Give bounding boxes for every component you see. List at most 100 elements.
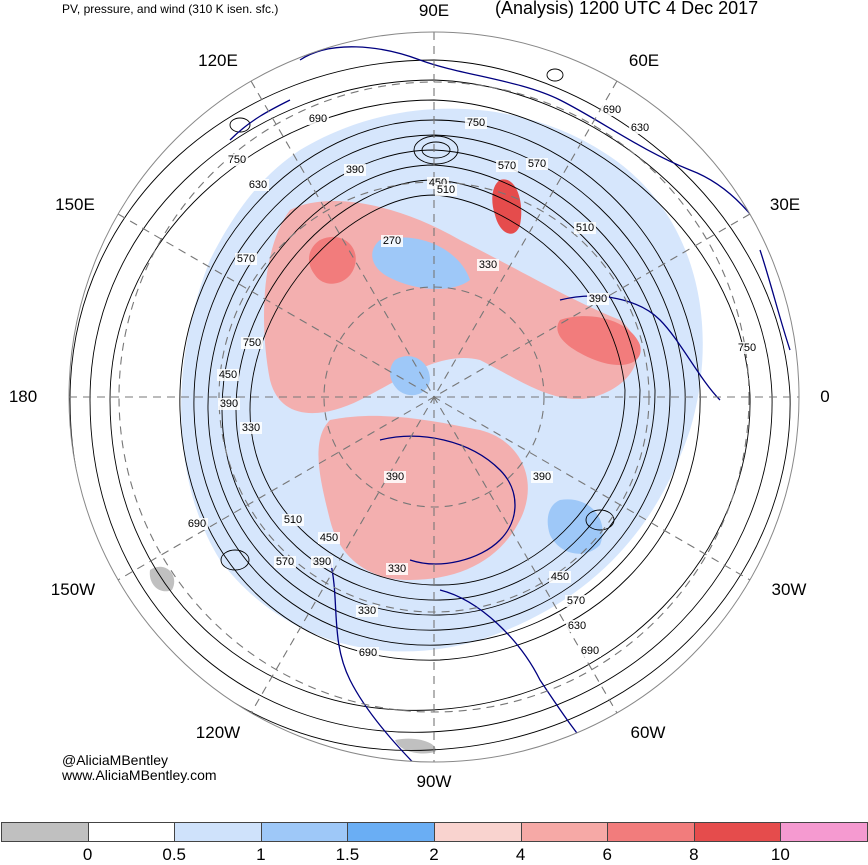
contour-label: 510 (437, 184, 455, 196)
pv-red-core-north (264, 201, 638, 414)
contour-label: 390 (533, 471, 551, 483)
lon-label-90w: 90W (416, 772, 452, 791)
contour-label-bg (531, 471, 553, 483)
contour-label: 510 (284, 514, 302, 526)
contour-label: 390 (220, 398, 238, 410)
contour-label: 690 (188, 518, 206, 530)
credit-handle: @AliciaMBentley (62, 752, 169, 768)
pv-red-strong-3 (492, 179, 522, 234)
contour-label: 270 (383, 235, 401, 247)
colorbar-tick-label: 4 (515, 845, 526, 864)
contour-label: 750 (738, 342, 756, 354)
contour-label-bg (186, 518, 208, 530)
colorbar-swatch (1, 822, 89, 842)
pv-gray-1 (395, 738, 436, 754)
contour-label-bg (526, 158, 548, 170)
contour-label: 330 (479, 259, 497, 271)
contour-label-bg (318, 532, 340, 544)
colorbar-swatch (174, 822, 262, 842)
contour-label-bg (218, 398, 240, 410)
colorbar-tick-label: 1.5 (335, 845, 360, 864)
colorbar-tick-label: 10 (770, 845, 790, 864)
lon-label-0: 0 (820, 387, 830, 406)
contour-label: 390 (346, 164, 364, 176)
contour-label-bg (307, 113, 329, 125)
map-subtitle: PV, pressure, and wind (310 K isen. sfc.… (62, 2, 279, 16)
colorbar-swatch (607, 822, 695, 842)
contour-label: 450 (320, 532, 338, 544)
contour-label-bg (549, 571, 571, 583)
colorbar-tick-label: 0.5 (162, 845, 187, 864)
contour-label: 330 (388, 563, 406, 575)
lon-label-30w: 30W (771, 580, 807, 599)
lon-label-120e: 120E (198, 51, 238, 70)
contour-label-bg (386, 563, 408, 575)
contour-label-bg (217, 369, 239, 381)
contour-label: 630 (249, 179, 267, 191)
contour-label-bg (384, 471, 406, 483)
contour-label: 750 (243, 337, 261, 349)
colorbar-tick-label: 1 (256, 845, 266, 864)
contour-label-bg (235, 253, 257, 265)
colorbar-swatch (520, 822, 609, 842)
contour-label-bg (465, 117, 487, 129)
map-boundary (68, 31, 800, 763)
contour-label: 330 (358, 605, 376, 617)
pv-blue-mid-3 (547, 499, 603, 554)
colorbar-swatch (693, 822, 782, 842)
contour-label: 390 (313, 556, 331, 568)
contour-label: 690 (359, 647, 377, 659)
lon-label-90e: 90E (418, 1, 450, 20)
contour-label: 690 (309, 113, 327, 125)
contour-label: 630 (568, 620, 586, 632)
contour-label-bg (240, 422, 262, 434)
lon-label-30e: 30E (769, 195, 801, 214)
contour-label-bg (311, 556, 333, 568)
colorbar-swatch (87, 822, 176, 842)
lon-label-60w: 60W (630, 723, 666, 742)
pv-blue-mid-2 (390, 356, 430, 396)
colorbar-swatch (434, 822, 522, 842)
lon-label-120w: 120W (195, 723, 241, 742)
pv-red-core-south (318, 415, 528, 580)
contour-label-bg (566, 620, 588, 632)
contour-label: 570 (237, 253, 255, 265)
contour-label-bg (565, 595, 587, 607)
contour-label: 570 (567, 595, 585, 607)
contour-label-bg (357, 647, 379, 659)
credit-website: www.AliciaMBentley.com (62, 767, 217, 783)
contour-label-bg (381, 235, 403, 247)
contour-label-bg (344, 164, 366, 176)
contour-label-bg (435, 184, 457, 196)
contour-label: 690 (581, 645, 599, 657)
pv-blue-mid-1 (372, 237, 470, 290)
colorbar-tick-label: 2 (429, 845, 439, 864)
contour-label: 330 (242, 422, 260, 434)
colorbar-swatch (347, 822, 435, 842)
contour-label-bg (477, 259, 499, 271)
contour-label-layer: 690 750 630 390 450 510 570 570 510 750 630 570 690 2… (186, 104, 758, 659)
contour-label: 390 (386, 471, 404, 483)
contour-label: 570 (528, 158, 546, 170)
contour-label: 690 (603, 104, 621, 116)
contour-label: 750 (467, 117, 485, 129)
contour-label: 450 (551, 571, 569, 583)
contour-label: 570 (276, 556, 294, 568)
contour-label: 510 (576, 222, 594, 234)
contour-label-bg (226, 154, 248, 166)
contour-label: 390 (589, 293, 607, 305)
pv-red-strong-1 (308, 236, 356, 284)
contour-label-bg (356, 605, 378, 617)
map-content (69, 32, 799, 762)
contour-label-bg (247, 179, 269, 191)
colorbar-tick-label: 6 (602, 845, 612, 864)
contour-label-bg (574, 222, 596, 234)
colorbar-swatch (780, 822, 868, 842)
contour-label-bg (629, 122, 651, 134)
colorbar-swatch (260, 822, 349, 842)
contour-label-bg (736, 342, 758, 354)
colorbar-tick-label: 8 (689, 845, 699, 864)
lon-label-150e: 150E (55, 195, 95, 214)
lon-label-150w: 150W (50, 580, 96, 599)
